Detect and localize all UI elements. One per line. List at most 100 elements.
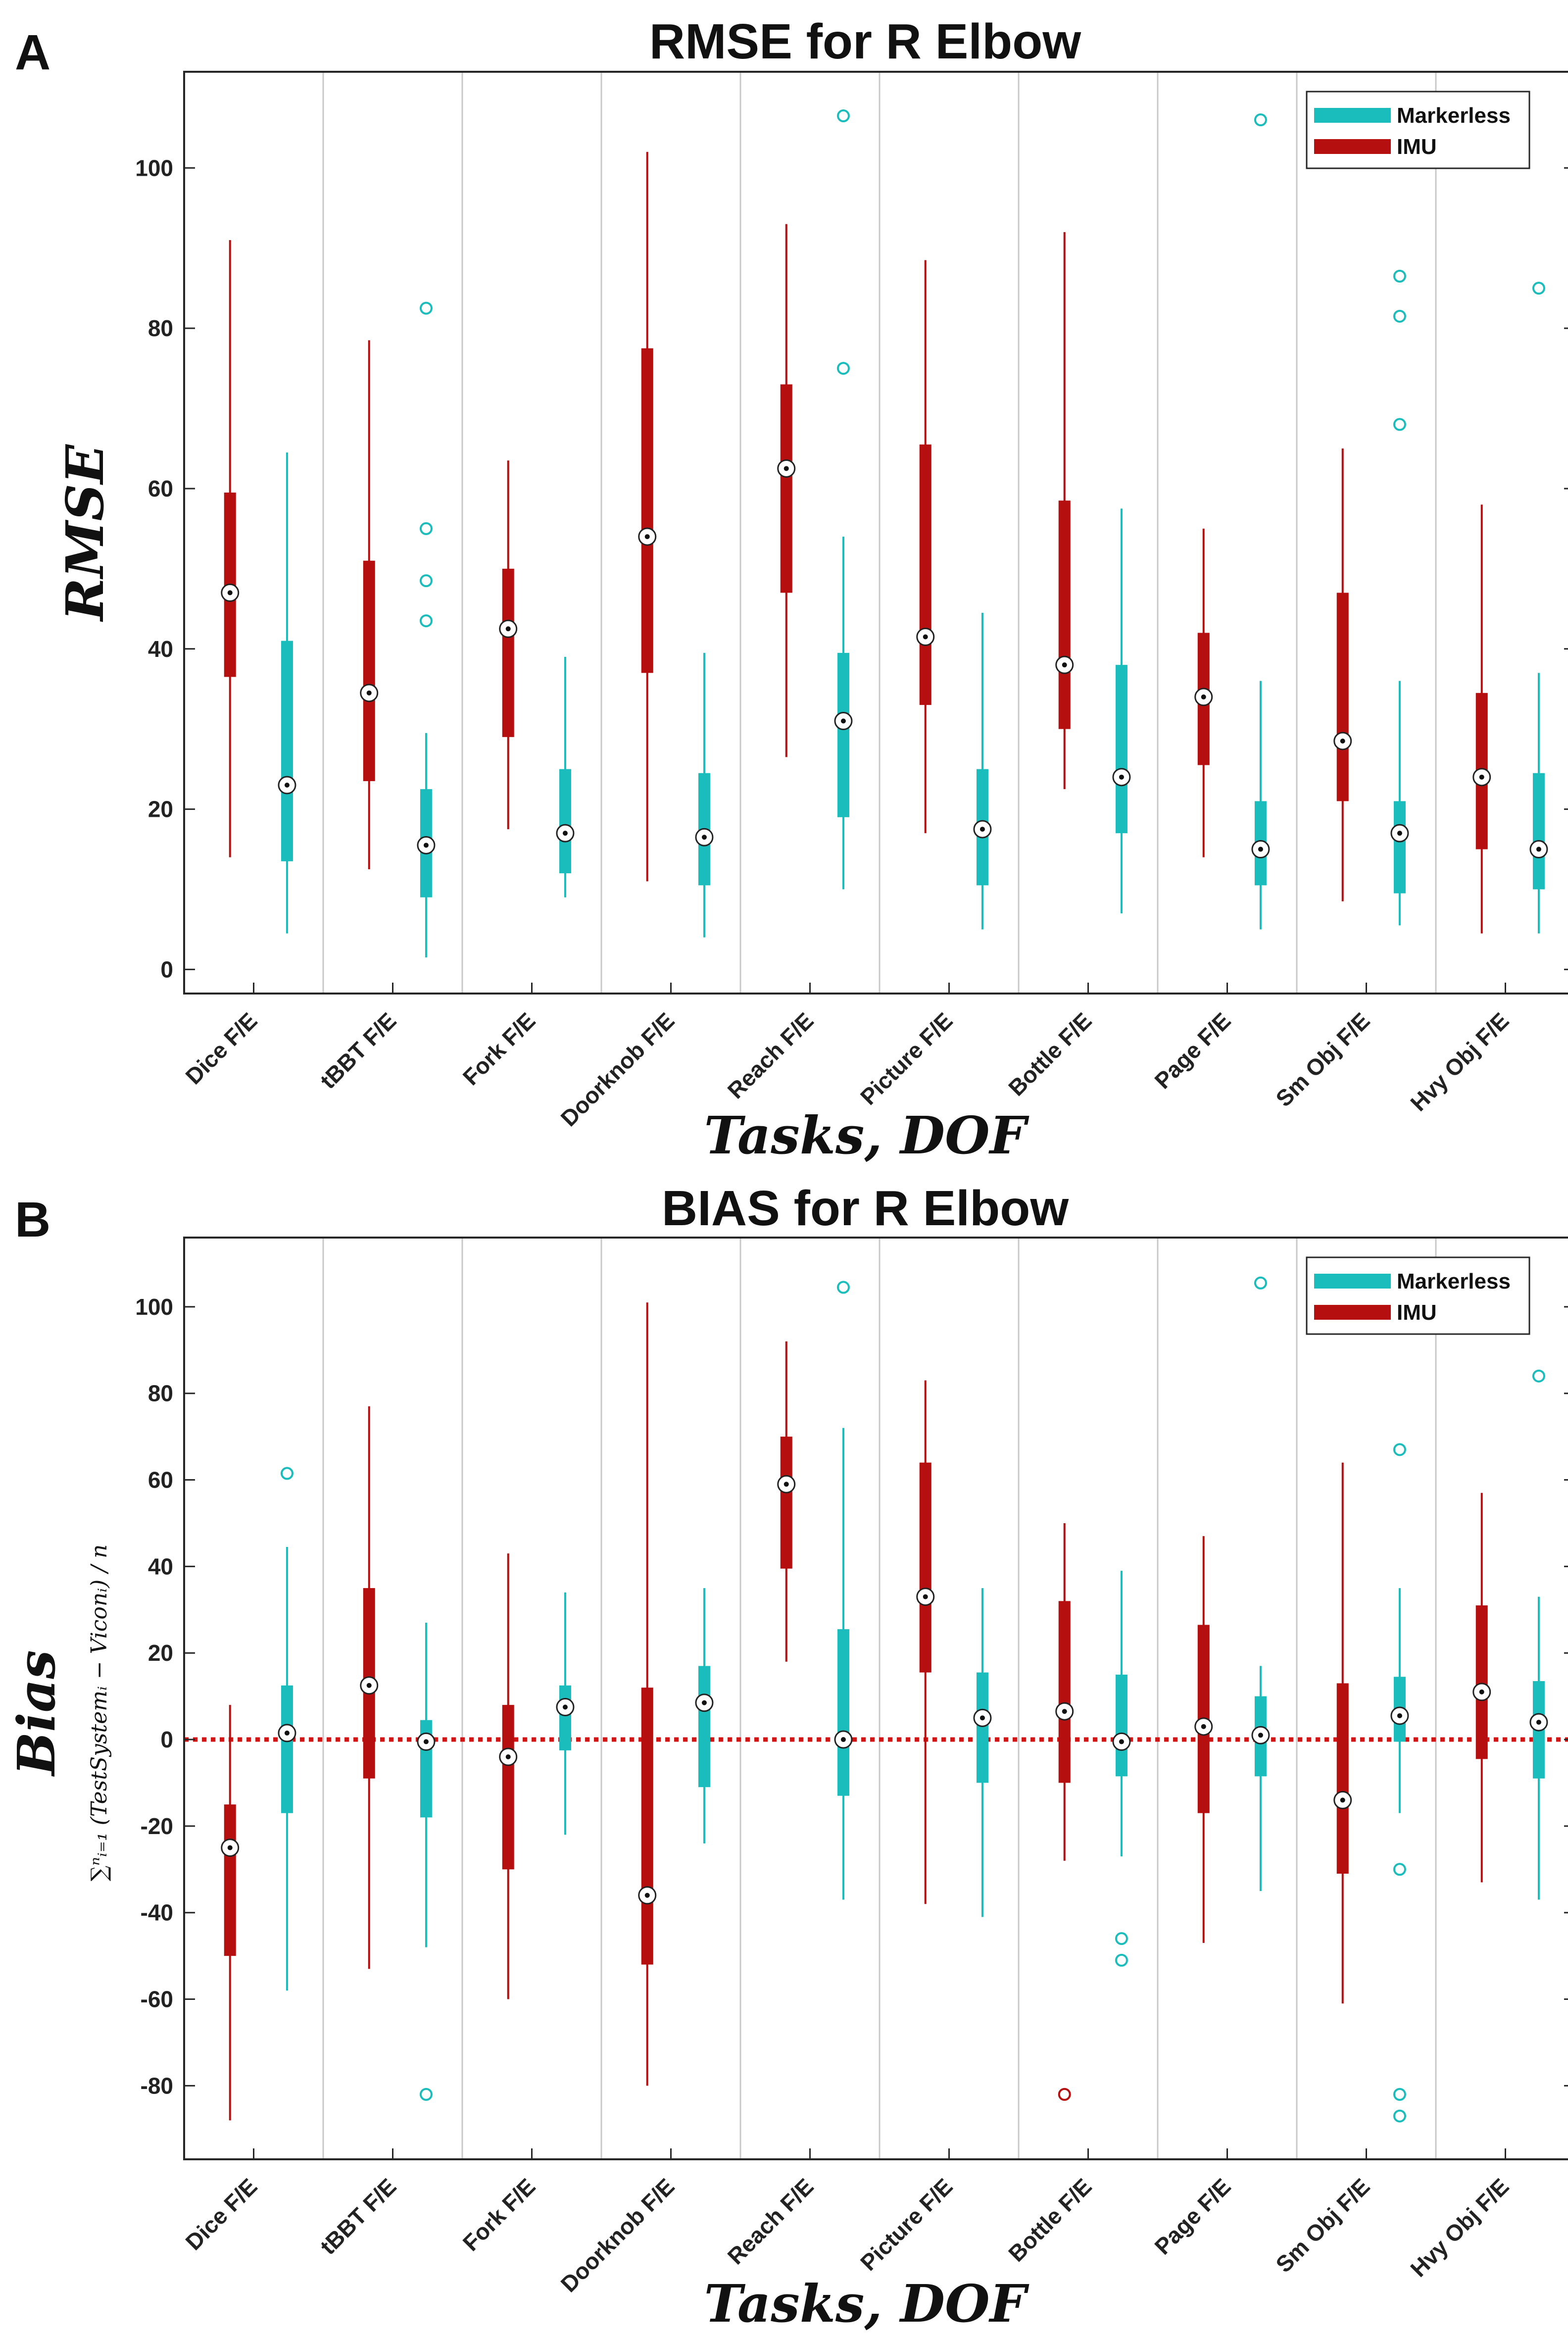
iqr-box-markerless xyxy=(976,1672,988,1783)
median-dot-imu xyxy=(227,590,233,596)
iqr-box-markerless xyxy=(698,1666,710,1788)
median-dot-markerless xyxy=(701,835,707,840)
outlier-markerless xyxy=(419,522,433,535)
iqr-box-imu xyxy=(641,348,653,673)
median-dot-imu xyxy=(505,626,511,632)
box-markerless-b-9 xyxy=(1529,1369,1548,1900)
median-dot-imu xyxy=(1479,774,1484,780)
y-tick-label: 0 xyxy=(160,956,173,982)
iqr-box-imu xyxy=(1475,1605,1488,1759)
x-tick-label: tBBT F/E xyxy=(315,2173,401,2259)
box-markerless-b-5 xyxy=(973,1588,992,1917)
median-dot-imu xyxy=(366,690,372,696)
box-markerless-a-7 xyxy=(1251,113,1270,930)
median-dot-markerless xyxy=(980,827,985,832)
box-markerless-a-8 xyxy=(1390,269,1409,926)
box-imu-a-9 xyxy=(1472,504,1491,934)
median-dot-imu xyxy=(1062,662,1067,668)
box-imu-b-0 xyxy=(221,1705,240,2121)
median-dot-imu xyxy=(784,1482,789,1487)
legend-a: Markerless IMU xyxy=(1306,91,1530,169)
iqr-box-imu xyxy=(502,568,514,737)
boxes-b xyxy=(221,1276,1548,2123)
x-tick-label: Reach F/E xyxy=(723,1007,819,1103)
x-tick-label: Hvy Obj F/E xyxy=(1405,1007,1514,1116)
outlier-markerless xyxy=(419,2088,433,2101)
y-ticks-a: 0 20 40 60 80 100 xyxy=(135,155,1568,982)
iqr-box-markerless xyxy=(559,1685,571,1750)
plot-frame-b xyxy=(183,1237,1568,2160)
outlier-markerless xyxy=(1254,1276,1267,1290)
box-imu-a-1 xyxy=(360,340,379,870)
panel-label-b: B xyxy=(15,1192,50,1247)
iqr-box-imu xyxy=(780,384,792,593)
outlier-markerless xyxy=(1393,1443,1406,1456)
legend-label-markerless-b: Markerless xyxy=(1397,1269,1511,1293)
gridlines-b xyxy=(322,1238,1437,2159)
legend-b: Markerless IMU xyxy=(1306,1256,1530,1335)
outlier-markerless xyxy=(1393,2109,1406,2123)
box-markerless-a-4 xyxy=(834,109,853,890)
x-tick-label: Doorknob F/E xyxy=(556,2173,680,2297)
iqr-box-imu xyxy=(1058,1601,1071,1783)
box-markerless-b-1 xyxy=(417,1623,436,2101)
y-tick-label: -80 xyxy=(141,2073,173,2098)
outlier-markerless xyxy=(280,1467,294,1480)
median-dot-markerless xyxy=(1258,1733,1263,1738)
y-tick-label: 20 xyxy=(148,796,173,822)
iqr-box-markerless xyxy=(1115,665,1127,834)
median-dot-markerless xyxy=(284,783,290,788)
iqr-box-imu xyxy=(1336,593,1349,801)
legend-label-imu-b: IMU xyxy=(1397,1300,1437,1325)
outlier-markerless xyxy=(1393,1863,1406,1876)
box-imu-b-4 xyxy=(777,1341,796,1662)
y-tick-label: 80 xyxy=(148,315,173,341)
x-tick-label: Bottle F/E xyxy=(1003,2173,1097,2267)
median-dot-imu xyxy=(923,1594,928,1599)
panel-label-a: A xyxy=(15,25,50,80)
median-dot-imu xyxy=(1340,738,1345,744)
iqr-box-markerless xyxy=(1115,1674,1127,1777)
outlier-markerless xyxy=(1115,1932,1128,1945)
legend-box-a xyxy=(1306,91,1530,169)
box-imu-b-5 xyxy=(916,1380,935,1904)
outlier-markerless xyxy=(1115,1953,1128,1967)
y-tick-label: -60 xyxy=(141,1987,173,2012)
median-dot-markerless xyxy=(1397,1713,1402,1718)
box-imu-a-7 xyxy=(1194,528,1213,857)
x-tick-label: Page F/E xyxy=(1149,1007,1235,1094)
median-dot-imu xyxy=(1340,1797,1345,1803)
iqr-box-markerless xyxy=(281,641,293,861)
outlier-markerless xyxy=(1532,1369,1545,1383)
median-dot-imu xyxy=(505,1754,511,1760)
y-tick-label: 100 xyxy=(135,155,173,181)
x-tick-label: Doorknob F/E xyxy=(556,1007,680,1131)
iqr-box-markerless xyxy=(1393,801,1406,894)
median-dot-imu xyxy=(644,1892,650,1898)
box-markerless-a-0 xyxy=(278,452,296,934)
median-dot-markerless xyxy=(840,1737,846,1742)
median-dot-markerless xyxy=(980,1715,985,1721)
panel-a: A RMSE for R Elbow 0 20 40 60 80 100 Dice F/E… xyxy=(15,14,1568,1166)
median-dot-imu xyxy=(227,1845,233,1850)
median-dot-markerless xyxy=(423,843,429,848)
median-dot-markerless xyxy=(1536,846,1541,852)
outlier-imu xyxy=(1058,2088,1071,2101)
outlier-markerless xyxy=(419,574,433,588)
median-dot-imu xyxy=(1062,1709,1067,1714)
median-dot-imu xyxy=(1479,1689,1484,1694)
x-tick-label: Picture F/E xyxy=(855,2173,958,2276)
box-imu-b-7 xyxy=(1194,1536,1213,1943)
box-imu-b-3 xyxy=(638,1302,657,2086)
box-markerless-b-3 xyxy=(695,1588,714,1843)
outlier-markerless xyxy=(1393,418,1406,431)
x-tick-label: Sm Obj F/E xyxy=(1271,1007,1374,1111)
x-tick-label: Sm Obj F/E xyxy=(1271,2173,1374,2277)
iqr-box-markerless xyxy=(281,1685,293,1813)
box-markerless-a-6 xyxy=(1112,508,1131,914)
median-dot-markerless xyxy=(1397,831,1402,836)
outlier-markerless xyxy=(1532,282,1545,295)
x-tick-label: Fork F/E xyxy=(458,2173,540,2256)
median-dot-imu xyxy=(923,634,928,640)
